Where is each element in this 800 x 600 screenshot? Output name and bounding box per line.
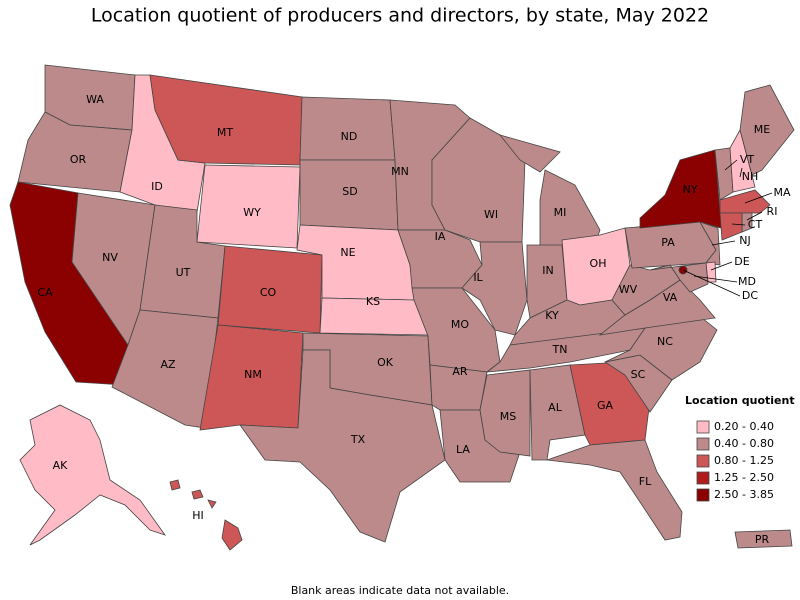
state-label: MS — [500, 410, 516, 423]
legend-label: 2.50 - 3.85 — [714, 488, 774, 501]
state-label: NE — [340, 246, 355, 259]
state-label: WV — [619, 283, 638, 296]
state-shape — [719, 212, 743, 241]
leader-line — [739, 167, 743, 178]
state-shape — [19, 404, 167, 546]
state-label: NY — [683, 183, 698, 196]
state-label: MD — [738, 275, 756, 288]
state-label: SD — [342, 185, 357, 198]
legend-swatch — [696, 471, 710, 485]
state-label: ID — [151, 180, 163, 193]
state-label: TX — [350, 433, 366, 446]
legend-label: 0.20 - 0.40 — [714, 420, 774, 433]
state-label: MO — [451, 318, 469, 331]
leader-line — [711, 240, 736, 246]
state-shape — [461, 241, 528, 336]
legend-swatch — [696, 488, 710, 502]
state-label: OK — [377, 356, 394, 369]
legend-swatch — [696, 437, 710, 451]
state-label: MN — [391, 165, 409, 178]
state-label: VT — [740, 153, 755, 166]
leader-line — [731, 223, 746, 226]
state-labels: WA OR CA NV ID MT WY UT AZ CO NM ND SD NE KS OK TX MN IA MO… — [37, 93, 791, 546]
map-title: Location quotient of producers and direc… — [91, 5, 709, 27]
state-shape — [734, 529, 793, 549]
state-label: KY — [545, 309, 559, 322]
legend: 0.20 - 0.40 0.40 - 0.80 0.80 - 1.25 1.25 - … — [696, 420, 774, 502]
state-label: FL — [639, 475, 652, 488]
leader-line — [744, 192, 773, 204]
state-label: GA — [597, 399, 614, 412]
state-label: AR — [452, 365, 468, 378]
state-label: NV — [102, 251, 118, 264]
state-label: OR — [70, 153, 87, 166]
state-label: ME — [754, 123, 770, 136]
state-label: NJ — [739, 234, 750, 247]
state-label: DE — [734, 255, 749, 268]
state-label: AK — [53, 459, 69, 472]
state-shape — [739, 84, 795, 176]
state-shape — [719, 189, 771, 214]
legend-label: 0.40 - 0.80 — [714, 437, 774, 450]
state-label: IA — [435, 230, 446, 243]
state-label: IN — [542, 264, 553, 277]
leader-line — [682, 269, 741, 297]
leader-line — [710, 261, 733, 271]
legend-swatch — [696, 420, 710, 434]
state-shape — [649, 262, 709, 293]
legend-label: 1.25 - 2.50 — [714, 471, 774, 484]
legend-title: Location quotient — [685, 394, 795, 407]
leader-line — [746, 211, 763, 221]
state-shape — [546, 439, 683, 541]
state-label: ND — [341, 130, 358, 143]
state-label: WI — [484, 208, 498, 221]
state-label: MI — [554, 206, 567, 219]
state-shape — [239, 349, 446, 543]
state-label: RI — [767, 205, 778, 218]
state-label: HI — [192, 509, 204, 522]
leader-line — [693, 275, 738, 283]
legend-swatch — [696, 454, 710, 468]
state-label: AZ — [160, 358, 176, 371]
state-label: WA — [86, 93, 104, 106]
state-shape — [169, 479, 243, 551]
state-label: DC — [742, 289, 758, 302]
state-label: PA — [661, 236, 675, 249]
state-label: NH — [742, 170, 759, 183]
state-label: NM — [244, 368, 262, 381]
footnote: Blank areas indicate data not available. — [291, 584, 509, 597]
leader-line — [724, 159, 738, 171]
state-label: LA — [456, 443, 470, 456]
state-label: WY — [243, 206, 261, 219]
state-label: KS — [366, 295, 380, 308]
state-shape — [111, 309, 219, 429]
state-label: PR — [755, 533, 770, 546]
state-shape — [729, 128, 756, 193]
state-label: NC — [657, 335, 673, 348]
state-label: CT — [748, 218, 763, 231]
state-label: VA — [663, 291, 678, 304]
legend-label: 0.80 - 1.25 — [714, 454, 774, 467]
state-label: OH — [590, 257, 607, 270]
states — [9, 64, 795, 551]
state-label: SC — [631, 368, 646, 381]
state-label: TN — [552, 343, 568, 356]
state-label: CA — [37, 286, 53, 299]
state-shape — [299, 96, 396, 161]
state-label: IL — [473, 271, 483, 284]
state-label: MT — [217, 126, 233, 139]
state-label: AL — [548, 401, 563, 414]
state-label: MA — [773, 186, 790, 199]
state-label: CO — [260, 286, 277, 299]
state-label: UT — [176, 266, 191, 279]
